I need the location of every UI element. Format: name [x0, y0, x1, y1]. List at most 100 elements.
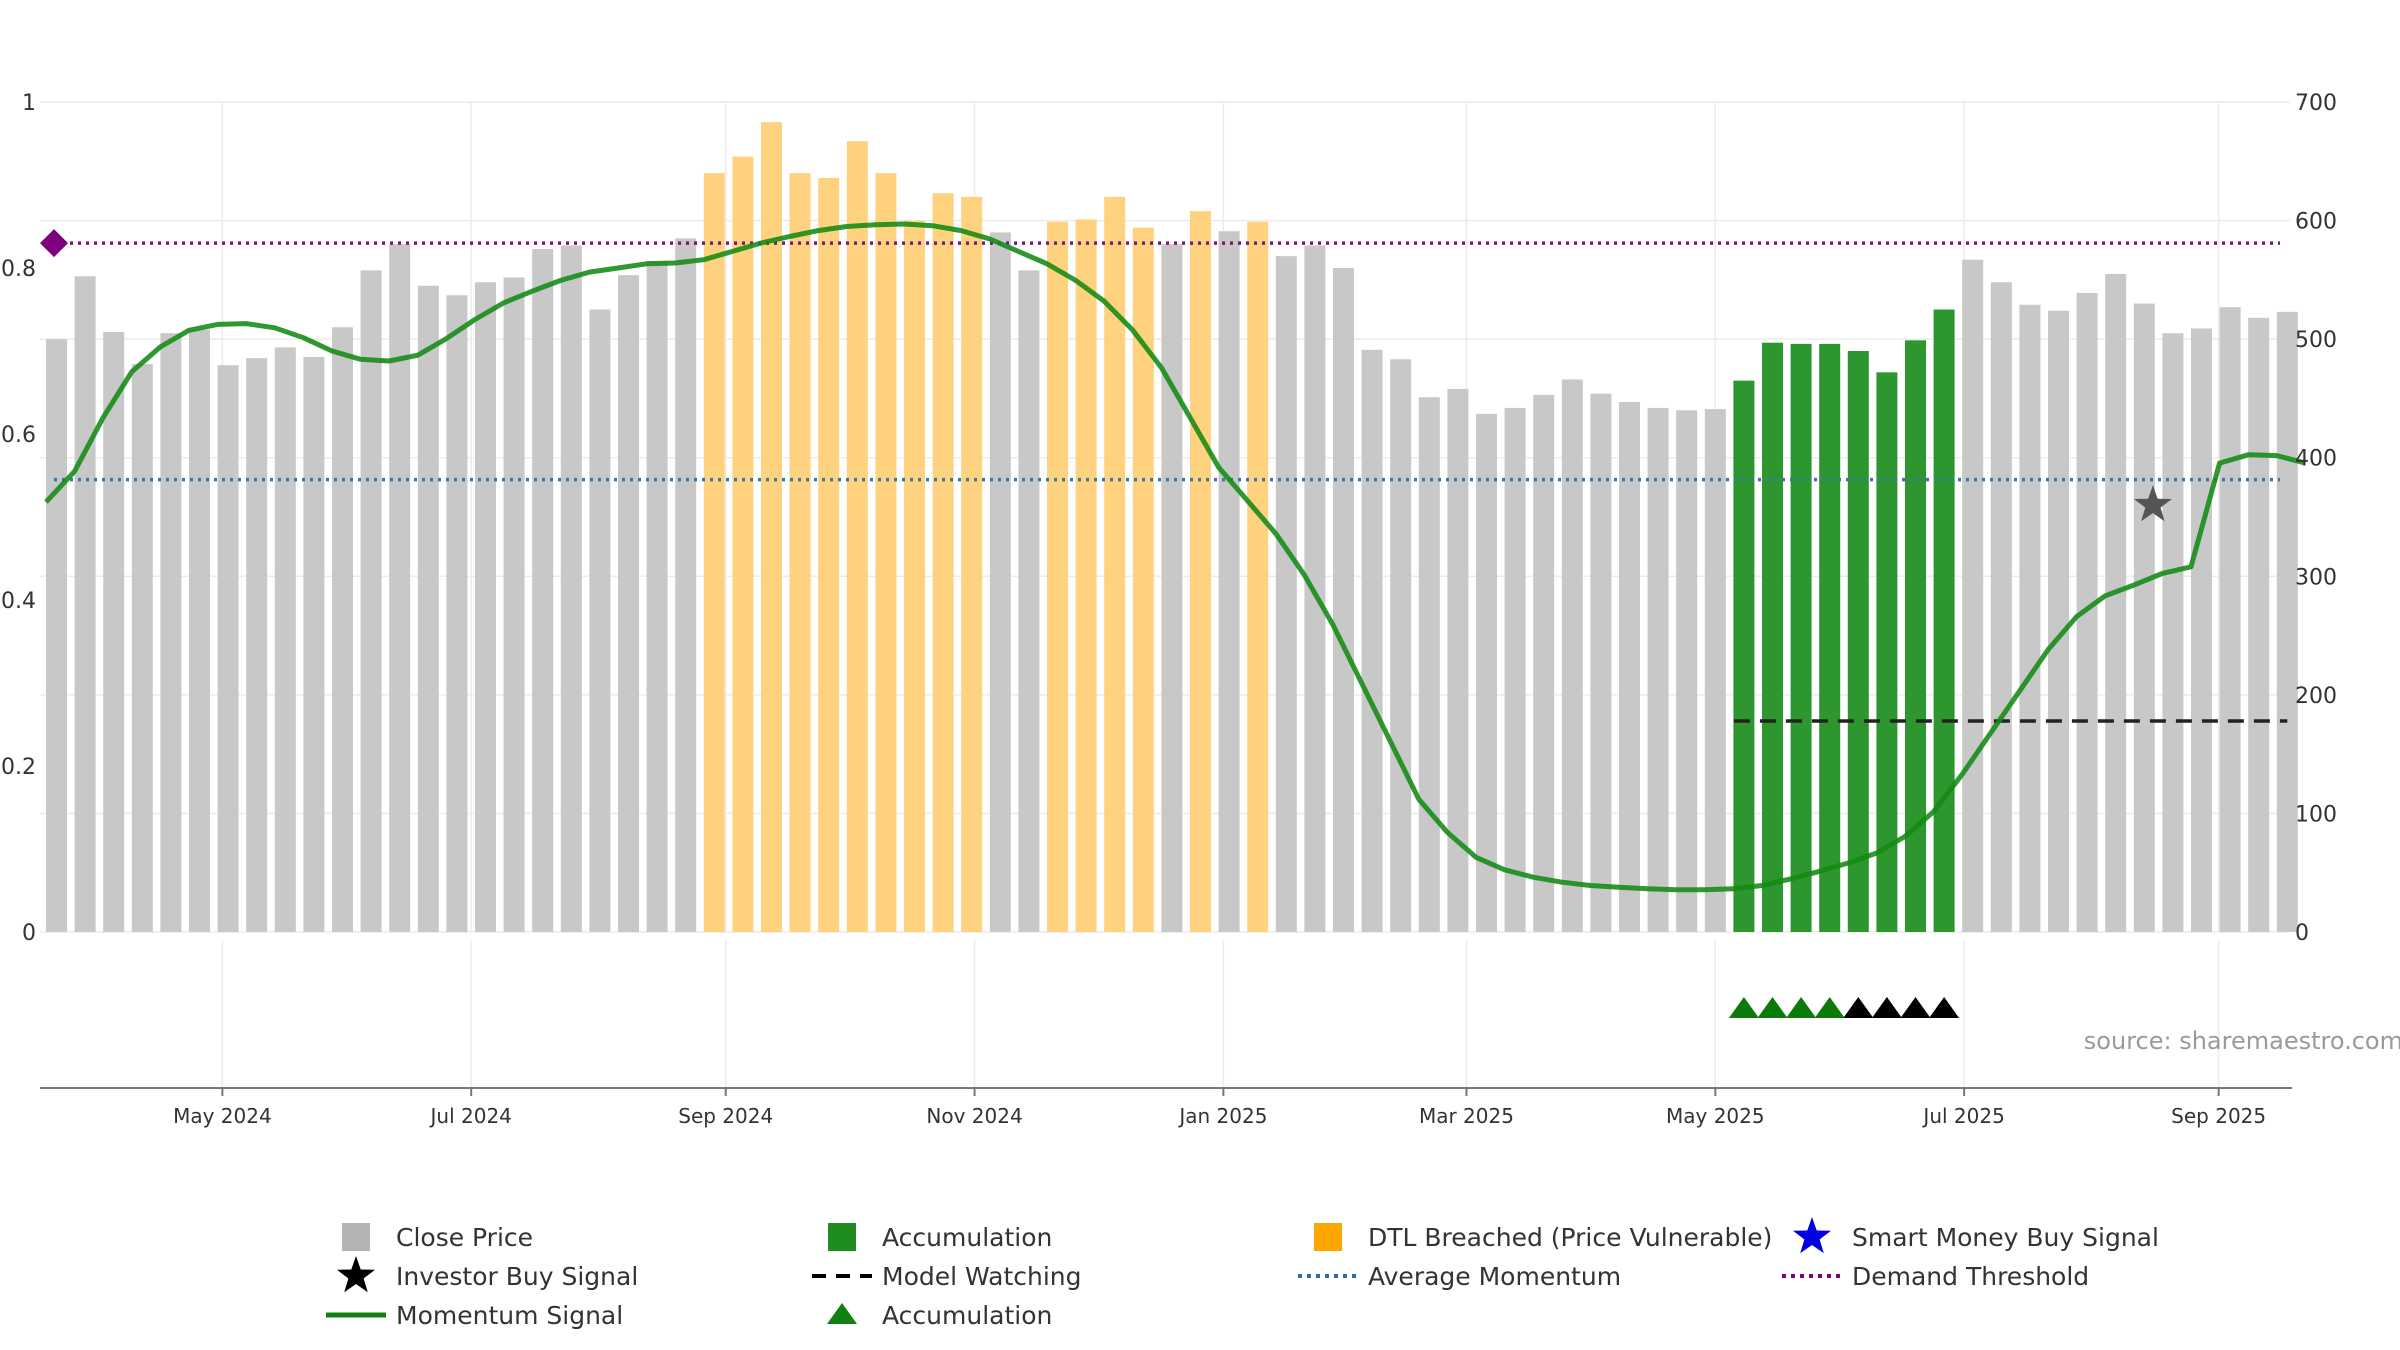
right-axis-tick-label: 600	[2295, 210, 2337, 235]
accumulation-triangle	[1786, 997, 1817, 1018]
close-price-bar	[1504, 407, 1526, 932]
close-price-bar	[1218, 231, 1240, 932]
investor-buy-signal-star	[2133, 485, 2172, 522]
close-price-bar	[417, 285, 439, 932]
right-axis-tick-label: 200	[2295, 684, 2337, 709]
close-price-bars	[46, 122, 2298, 933]
watching-triangle	[1900, 997, 1931, 1018]
legend-swatch-star	[337, 1256, 375, 1293]
close-price-bar	[1361, 349, 1383, 932]
accumulation-bar	[1790, 343, 1812, 932]
dtl-breached-bar	[961, 196, 983, 932]
right-axis-tick-label: 300	[2295, 565, 2337, 590]
close-price-bar	[2162, 333, 2184, 932]
close-price-bar	[1418, 397, 1440, 932]
close-price-bar	[332, 327, 353, 932]
x-axis-tick-label: May 2025	[1666, 1104, 1765, 1128]
x-axis-tick-label: Sep 2024	[678, 1104, 773, 1128]
close-price-bar	[1447, 388, 1469, 932]
close-price-bar	[1275, 256, 1297, 933]
signal-markers	[40, 229, 2172, 1018]
close-price-bar	[1333, 268, 1354, 932]
close-price-bar	[675, 238, 697, 932]
legend-item: Momentum Signal	[326, 1301, 623, 1330]
dtl-breached-bar	[1132, 227, 1154, 932]
legend-label: Accumulation	[882, 1301, 1052, 1330]
close-price-bar	[103, 332, 125, 932]
legend-swatch-triangle	[827, 1303, 857, 1324]
accumulation-triangle	[1728, 997, 1759, 1018]
momentum-signal-line	[44, 221, 2307, 893]
legend-swatch-square	[828, 1223, 856, 1251]
close-price-bar	[1161, 244, 1183, 933]
close-price-bar	[217, 365, 239, 932]
close-price-bar	[2248, 317, 2270, 932]
close-price-bar	[1476, 413, 1497, 932]
right-axis-tick-label: 500	[2295, 328, 2337, 353]
legend-label: Model Watching	[882, 1262, 1082, 1291]
legend-item: Accumulation	[828, 1223, 1052, 1252]
close-price-bar	[1533, 394, 1555, 932]
close-price-bar	[1619, 401, 1640, 932]
close-price-bar	[131, 364, 153, 932]
close-price-bar	[2048, 310, 2069, 933]
legend-label: Accumulation	[882, 1223, 1052, 1252]
close-price-bar	[1704, 409, 1726, 933]
dtl-breached-bar	[1190, 211, 1211, 933]
axes: 0 0.2 0.4 0.6 0.8 1 0 100 200 300 400 500 600 700 May …	[1, 91, 2337, 1128]
legend-label: Close Price	[396, 1223, 533, 1252]
legend-item: Average Momentum	[1298, 1262, 1621, 1291]
watching-triangle	[1929, 997, 1960, 1018]
close-price-bar	[1390, 359, 1412, 932]
dtl-breached-bar	[904, 220, 925, 933]
source-label: source: sharemaestro.com	[2084, 1027, 2400, 1055]
close-price-bar	[503, 277, 525, 932]
accumulation-triangle	[1814, 997, 1845, 1018]
reference-lines	[54, 241, 2288, 723]
close-price-bar	[2276, 311, 2298, 932]
right-axis-tick-label: 700	[2295, 91, 2337, 116]
left-axis-tick-label: 0.8	[1, 257, 36, 282]
x-axis-tick-label: Jul 2025	[1921, 1104, 2004, 1128]
close-price-bar	[2019, 304, 2041, 932]
legend-swatch-square	[1314, 1223, 1342, 1251]
close-price-bar	[1676, 410, 1698, 932]
dtl-breached-bar	[818, 177, 840, 932]
x-axis-tick-label: Jan 2025	[1177, 1104, 1267, 1128]
left-axis-tick-label: 0.2	[1, 755, 36, 780]
close-price-bar	[1647, 407, 1669, 932]
legend-item: Smart Money Buy Signal	[1793, 1217, 2159, 1254]
close-price-bar	[618, 275, 639, 933]
watching-triangle	[1843, 997, 1874, 1018]
dtl-breached-bar	[875, 173, 897, 933]
accumulation-bar	[1876, 372, 1898, 932]
close-price-bar	[2133, 303, 2155, 933]
close-price-bar	[2219, 307, 2241, 933]
close-price-bar	[246, 358, 268, 933]
close-price-bar	[1962, 259, 1984, 932]
close-price-bar	[589, 309, 611, 932]
left-axis-tick-label: 1	[22, 91, 36, 116]
legend-item: Investor Buy Signal	[337, 1256, 638, 1293]
close-price-bar	[2191, 328, 2212, 932]
legend-label: Average Momentum	[1368, 1262, 1621, 1291]
accumulation-bar	[1762, 342, 1783, 932]
close-price-bar	[1590, 393, 1612, 933]
close-price-bar	[46, 339, 67, 933]
legend-label: Investor Buy Signal	[396, 1262, 638, 1291]
dtl-breached-bar	[789, 173, 811, 933]
dtl-breached-bar	[846, 141, 868, 933]
dtl-breached-bar	[761, 122, 782, 932]
right-axis-tick-label: 0	[2295, 921, 2309, 946]
right-axis-tick-label: 100	[2295, 802, 2337, 827]
close-price-bar	[560, 245, 582, 932]
close-price-bar	[360, 270, 382, 932]
demand-threshold-marker	[40, 229, 68, 258]
close-price-bar	[1018, 270, 1040, 932]
x-axis-tick-label: May 2024	[173, 1104, 272, 1128]
legend-item: DTL Breached (Price Vulnerable)	[1314, 1223, 1772, 1252]
legend-item: Accumulation	[827, 1301, 1052, 1330]
x-axis-tick-label: Mar 2025	[1419, 1104, 1514, 1128]
close-price-bar	[2105, 273, 2127, 932]
close-price-bar	[2076, 292, 2098, 932]
